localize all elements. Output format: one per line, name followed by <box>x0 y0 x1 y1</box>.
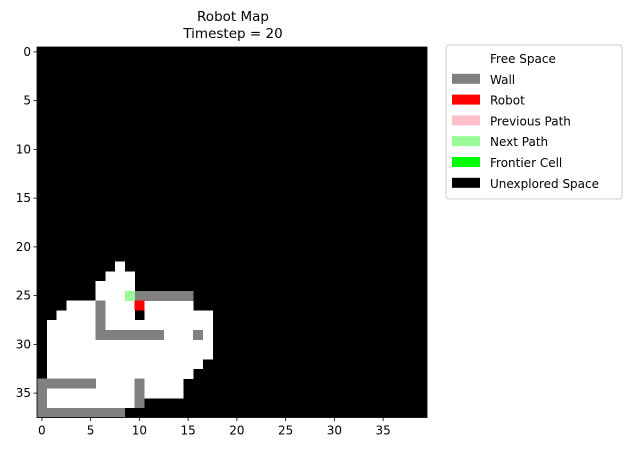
free-cell <box>105 310 135 321</box>
robot-cell <box>134 300 145 311</box>
y-tick-label: 20 <box>16 240 31 254</box>
legend-box <box>445 44 623 200</box>
wall-cell <box>134 378 145 389</box>
legend-swatch-robot <box>452 94 480 105</box>
legend-label-frontier: Frontier Cell <box>490 156 562 170</box>
wall-cell <box>95 320 106 331</box>
y-axis: 0 5 10 15 20 25 30 35 <box>16 45 37 400</box>
legend-label-prev: Previous Path <box>490 114 571 128</box>
wall-cell <box>95 300 106 311</box>
legend-label-next: Next Path <box>490 135 548 149</box>
free-cell <box>144 378 184 389</box>
map-plot-area <box>37 47 427 418</box>
wall-cell <box>134 388 145 399</box>
x-tick-label: 15 <box>180 424 195 438</box>
x-tick-label: 20 <box>229 424 244 438</box>
free-cell <box>163 329 194 340</box>
legend-label-robot: Robot <box>490 94 525 108</box>
wall-cell <box>193 329 204 340</box>
legend-label-unexplored: Unexplored Space <box>490 177 599 191</box>
free-cell <box>46 349 213 360</box>
free-cell <box>46 329 96 340</box>
legend-swatch-prev <box>452 115 480 126</box>
legend-label-wall: Wall <box>490 73 515 87</box>
legend-swatch-free <box>452 53 480 63</box>
free-cell <box>46 320 96 331</box>
wall-cell <box>95 310 106 321</box>
legend-swatch-next <box>452 136 480 147</box>
y-tick-label: 0 <box>23 45 31 59</box>
y-tick-label: 10 <box>16 142 31 156</box>
legend-swatch-frontier <box>452 157 480 167</box>
wall-cell <box>37 388 48 399</box>
y-tick-label: 25 <box>16 289 31 303</box>
free-cell <box>144 388 184 399</box>
y-tick-label: 30 <box>16 337 31 351</box>
wall-cell <box>134 290 194 301</box>
x-tick-label: 0 <box>38 424 46 438</box>
wall-cell <box>37 398 48 409</box>
free-cell <box>66 300 96 311</box>
free-cell <box>46 368 194 379</box>
free-cell <box>46 339 213 350</box>
x-tick-label: 25 <box>278 424 293 438</box>
wall-cell <box>134 398 145 409</box>
free-cell <box>105 271 135 282</box>
y-tick-label: 15 <box>16 191 31 205</box>
plot-frame <box>36 46 428 418</box>
x-tick-label: 10 <box>132 424 147 438</box>
legend-label-free: Free Space <box>490 52 556 66</box>
wall-cell <box>95 329 165 340</box>
free-cell <box>202 329 213 340</box>
wall-cell <box>37 378 96 389</box>
free-cell <box>95 378 135 389</box>
x-tick-label: 35 <box>375 424 390 438</box>
next-cell <box>124 290 135 301</box>
free-cell <box>144 300 194 311</box>
free-cell <box>95 290 126 301</box>
free-cell <box>105 300 135 311</box>
y-tick-label: 35 <box>16 386 31 400</box>
legend-swatch-wall <box>452 73 480 84</box>
free-cell <box>95 281 135 292</box>
free-cell <box>46 388 135 399</box>
free-cell <box>144 310 213 321</box>
legend-swatch-unexplored <box>452 177 480 188</box>
free-cell <box>105 320 213 331</box>
x-tick-label: 30 <box>327 424 342 438</box>
chart-subtitle: Timestep = 20 <box>182 26 282 42</box>
x-axis: 0 5 10 15 20 25 30 35 <box>38 417 391 438</box>
free-cell <box>46 398 135 409</box>
free-cell <box>115 261 126 272</box>
wall-cell <box>37 407 126 418</box>
free-cell <box>46 359 204 370</box>
y-tick-label: 5 <box>23 94 31 108</box>
free-cell <box>56 310 96 321</box>
legend: Free Space Wall Robot Previous Path Next Pat… <box>445 44 623 200</box>
chart-title: Robot Map <box>197 9 269 25</box>
x-tick-label: 5 <box>87 424 95 438</box>
